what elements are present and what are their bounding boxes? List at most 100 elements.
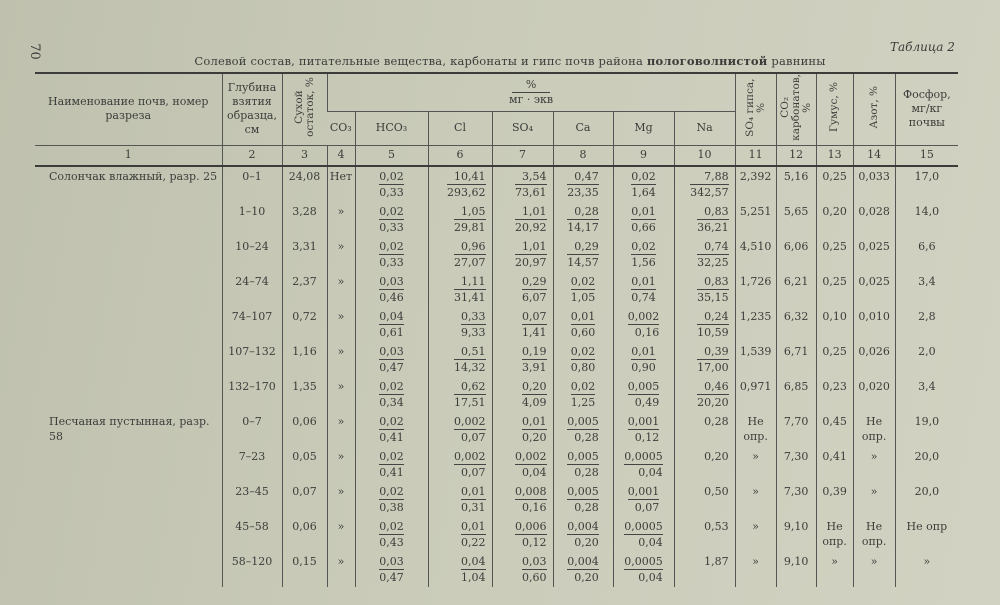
fraction: 0,39 17,00 [697, 344, 729, 375]
cell-cl: 1,11 31,41 [427, 271, 492, 307]
fraction: 0,96 27,07 [454, 239, 486, 270]
percent-value: 0,02 [379, 449, 404, 465]
meq-value: 0,22 [461, 535, 486, 549]
percent-value: 0,02 [631, 169, 656, 185]
percent-value: 0,004 [567, 554, 599, 570]
cell-p: 20,0 [894, 446, 959, 482]
cell-co2: 7,70 [775, 411, 817, 447]
cell-depth: 0–1 [221, 165, 282, 202]
cell-na: 7,88 342,57 [673, 165, 736, 202]
table-row: 10–24 3,31» 0,02 0,33 0,96 27,07 1,01 20,97 0,29… [35, 236, 959, 272]
table-title: Солевой состав, питательные вещества, ка… [150, 54, 870, 68]
cell-co2: 7,30 [775, 446, 817, 482]
cell-ca: 0,005 0,28 [552, 481, 613, 517]
fraction: 0,19 3,91 [522, 344, 547, 375]
cell-na: 0,28 [673, 411, 736, 447]
cell-so4: 0,006 0,12 [491, 516, 553, 552]
fraction: 0,33 9,33 [461, 309, 486, 340]
fraction: 0,04 1,04 [461, 554, 486, 585]
column-number: 4 [326, 144, 355, 167]
table-row: 58–120 0,15» 0,03 0,47 0,04 1,04 0,03 0,60 0,004… [35, 551, 959, 587]
meq-value: 0,47 [379, 360, 404, 374]
meq-value: 20,92 [515, 220, 547, 234]
meq-value: 0,74 [631, 290, 656, 304]
fraction: 0,02 0,80 [570, 344, 596, 375]
percent-value: 0,006 [515, 519, 547, 535]
meq-value: 31,41 [454, 290, 486, 304]
percent-value: 0,01 [631, 274, 656, 290]
fraction: 0,02 1,05 [570, 274, 596, 305]
meq-value: 0,49 [634, 395, 660, 409]
header-na: Na [673, 110, 736, 146]
cell-n: 0,025 [852, 271, 896, 307]
column-number: 5 [354, 144, 428, 167]
cell-humus: 0,25 [815, 165, 854, 202]
meq-value: 23,35 [567, 185, 599, 199]
meq-value: 29,81 [454, 220, 486, 234]
column-number: 15 [894, 144, 959, 167]
page-number: 70 [26, 43, 42, 60]
cell-dry: 0,05 [281, 446, 327, 482]
cell-cl: 0,01 0,31 [427, 481, 492, 517]
percent-value: 0,02 [379, 169, 404, 185]
cell-dry: 0,72 [281, 306, 327, 342]
soil-table: Наименование почв, номер разреза Глубина… [35, 71, 959, 587]
cell-cl: 0,62 17,51 [427, 376, 492, 412]
cell-p: 14,0 [894, 201, 959, 237]
meq-value: 0,20 [574, 570, 599, 584]
cell-mg: 0,01 0,90 [612, 341, 674, 377]
fraction: 0,74 32,25 [697, 239, 729, 270]
meq-value: 0,60 [570, 325, 596, 339]
cell-co3: » [326, 341, 355, 377]
percent-value: 0,004 [567, 519, 599, 535]
cell-dry: 0,06 [281, 411, 327, 447]
cell-so4: 0,07 1,41 [491, 306, 553, 342]
cell-hco3: 0,02 0,41 [354, 446, 428, 482]
meq-value: 0,80 [570, 360, 596, 374]
cell-so4: 0,20 4,09 [491, 376, 553, 412]
cell-ca: 0,005 0,28 [552, 446, 613, 482]
percent-value: 0,19 [522, 344, 547, 360]
meq-value: 1,41 [522, 325, 547, 339]
cell-dry: 3,31 [281, 236, 327, 272]
table-row: 74–107 0,72» 0,04 0,61 0,33 9,33 0,07 1,41 0,01 0… [35, 306, 959, 342]
table-row: 107–132 1,16» 0,03 0,47 0,51 14,32 0,19 3,91 0,0… [35, 341, 959, 377]
cell-humus: 0,39 [815, 481, 854, 517]
cell-p: 17,0 [894, 165, 959, 202]
cell-dry: 0,15 [281, 551, 327, 587]
cell-so4: 3,54 73,61 [491, 165, 553, 202]
cell-n: Не опр. [852, 411, 896, 447]
title-text: Солевой состав, питательные вещества, ка… [194, 54, 644, 68]
cell-ca: 0,004 0,20 [552, 551, 613, 587]
meq-value: 0,34 [379, 395, 404, 409]
percent-value: 1,01 [515, 239, 547, 255]
fraction: 1,01 20,92 [515, 204, 547, 235]
fraction: 0,002 0,07 [454, 449, 486, 480]
meq-value: 0,61 [379, 325, 404, 339]
cell-mg: 0,0005 0,04 [612, 551, 674, 587]
cell-depth: 23–45 [221, 481, 282, 517]
cell-cl: 0,002 0,07 [427, 446, 492, 482]
cell-mg: 0,01 0,66 [612, 201, 674, 237]
table-row: Песчаная пустынная, разр. 58 0–7 0,06» 0,02… [35, 411, 959, 447]
cell-na: 0,83 35,15 [673, 271, 736, 307]
meq-value: 0,04 [638, 465, 663, 479]
header-co3: CO₃ [327, 110, 355, 146]
fraction: 0,01 0,90 [631, 344, 656, 375]
fraction: 0,83 35,15 [697, 274, 729, 305]
fraction: 0,02 1,25 [570, 379, 596, 410]
percent-value: 0,24 [697, 309, 729, 325]
soil-name-cell [35, 517, 222, 552]
header-phosphorus: Фосфор, мг/кг почвы [894, 71, 959, 146]
fraction: 0,01 0,66 [631, 204, 656, 235]
meq-value: 0,66 [631, 220, 656, 234]
table-row: 45–58 0,06» 0,02 0,43 0,01 0,22 0,006 0,12 0,004… [35, 516, 959, 552]
cell-co3: » [326, 271, 355, 307]
cell-n: 0,010 [852, 306, 896, 342]
cell-hco3: 0,03 0,47 [354, 551, 428, 587]
cell-so4g: 4,510 [734, 236, 777, 272]
percent-value: 0,39 [697, 344, 729, 360]
cell-p: 2,0 [894, 341, 959, 377]
fraction: 0,0005 0,04 [624, 449, 663, 480]
cell-co2: 6,21 [775, 271, 817, 307]
